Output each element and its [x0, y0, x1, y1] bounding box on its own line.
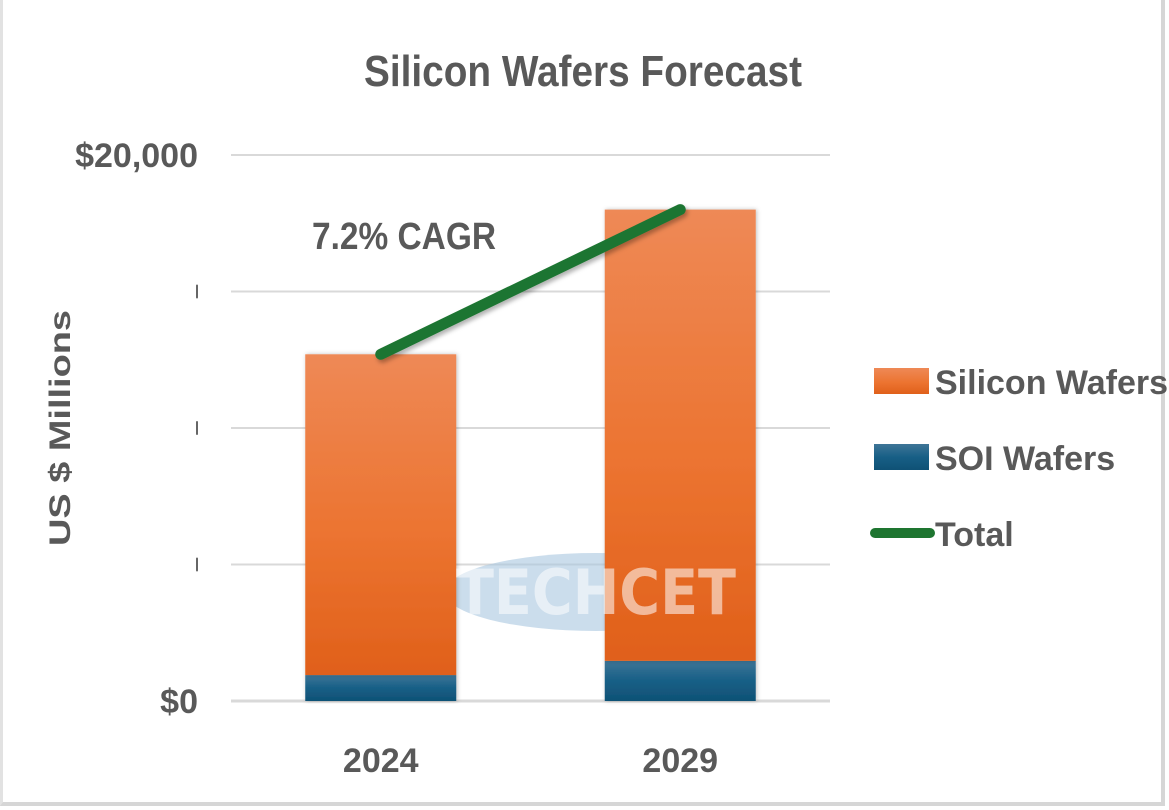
total-line-path	[375, 204, 686, 360]
y-tick-label: $0	[160, 683, 198, 721]
x-tick-label: 2029	[642, 742, 718, 780]
legend-label-silicon-wafers: Silicon Wafers	[935, 364, 1168, 402]
total-line	[375, 204, 686, 360]
bar-soi-wafers-2024	[305, 675, 457, 701]
legend: Silicon Wafers SOI Wafers Total	[870, 364, 1168, 554]
bars	[305, 209, 756, 701]
bar-silicon-wafers-2029	[604, 209, 756, 661]
cagr-annotation: 7.2% CAGR	[312, 216, 496, 258]
y-tick-mark	[196, 557, 198, 572]
bar-silicon-wafers-2024	[305, 354, 457, 676]
legend-swatch-silicon-wafers	[874, 368, 929, 394]
watermark-text: TECHCET	[456, 556, 736, 629]
chart-title: Silicon Wafers Forecast	[364, 47, 802, 96]
x-tick-label: 2024	[343, 742, 419, 780]
bar-soi-wafers-2029	[604, 660, 756, 701]
y-tick-labels: $0 $20,000	[75, 137, 198, 721]
y-tick-mark	[196, 421, 198, 435]
legend-swatch-soi-wafers	[874, 444, 929, 470]
y-axis-label: US $ Millions	[44, 310, 77, 546]
y-tick-label: $20,000	[75, 137, 198, 175]
y-tick-mark	[196, 284, 198, 299]
legend-label-soi-wafers: SOI Wafers	[935, 440, 1115, 478]
legend-label-total: Total	[935, 516, 1014, 554]
x-tick-labels: 2024 2029	[343, 742, 718, 780]
